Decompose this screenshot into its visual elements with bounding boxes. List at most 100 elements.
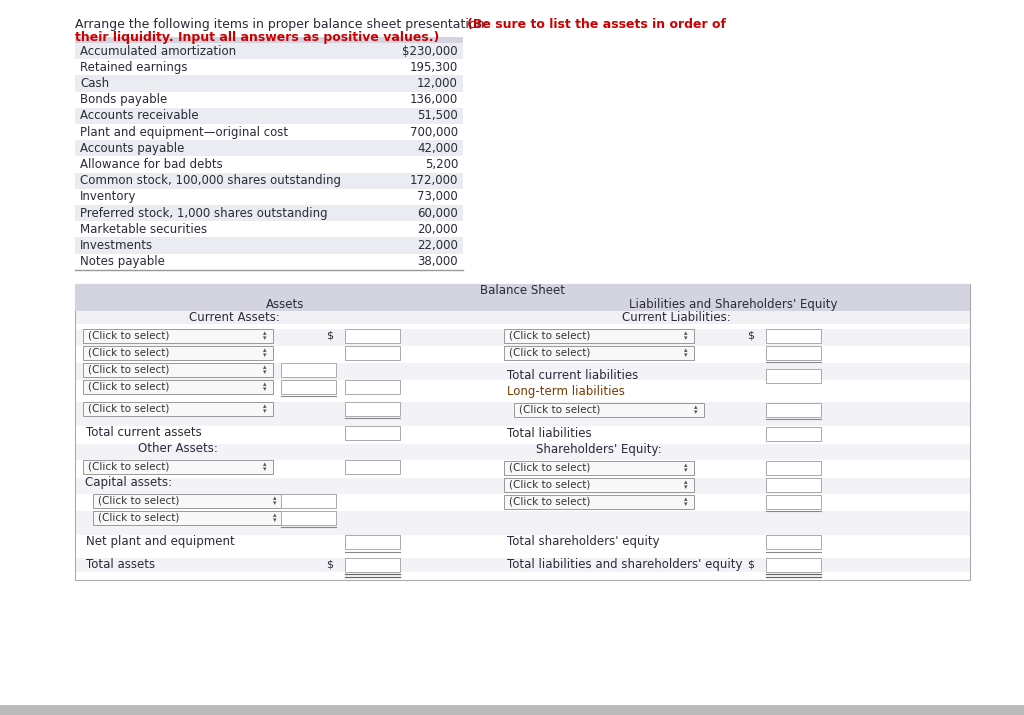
Bar	[75, 329, 970, 361]
Bar	[345, 346, 400, 360]
Bar	[345, 426, 400, 440]
Text: 73,000: 73,000	[417, 190, 458, 203]
Text: 20,000: 20,000	[417, 223, 458, 236]
Text: Plant and equipment—original cost: Plant and equipment—original cost	[80, 126, 288, 139]
Bar	[75, 189, 463, 205]
Text: Liabilities and Shareholders' Equity: Liabilities and Shareholders' Equity	[629, 298, 837, 311]
Bar	[766, 460, 820, 475]
Text: $: $	[281, 365, 288, 375]
Text: 172,000: 172,000	[410, 174, 458, 187]
Bar	[75, 494, 970, 526]
Text: Capital assets:: Capital assets:	[85, 476, 172, 489]
Text: Investments: Investments	[80, 239, 154, 252]
Text: (Click to select): (Click to select)	[509, 497, 590, 507]
Bar	[75, 444, 970, 475]
Text: (Click to select): (Click to select)	[88, 347, 169, 358]
Bar	[766, 427, 820, 441]
Bar	[281, 494, 336, 508]
Text: 12,000: 12,000	[417, 77, 458, 90]
Text: ▴
▾: ▴ ▾	[263, 461, 266, 473]
Bar	[75, 140, 463, 157]
Text: Accounts receivable: Accounts receivable	[80, 109, 199, 122]
Text: Allowance for bad debts: Allowance for bad debts	[80, 158, 223, 171]
Text: ▴
▾: ▴ ▾	[263, 347, 266, 358]
Bar	[281, 363, 336, 377]
Bar	[75, 460, 970, 493]
Text: 51,500: 51,500	[417, 109, 458, 122]
Text: 195,300: 195,300	[410, 61, 458, 74]
Bar	[281, 511, 336, 525]
FancyBboxPatch shape	[504, 495, 693, 509]
Text: ▴
▾: ▴ ▾	[684, 496, 687, 508]
Bar	[345, 380, 400, 394]
Text: $: $	[326, 331, 333, 341]
FancyBboxPatch shape	[83, 346, 273, 360]
FancyBboxPatch shape	[83, 329, 273, 342]
Text: Notes payable: Notes payable	[80, 255, 165, 268]
Bar	[345, 460, 400, 474]
Text: (Click to select): (Click to select)	[509, 480, 590, 490]
Text: Total current liabilities: Total current liabilities	[507, 370, 638, 383]
Bar	[75, 75, 463, 92]
Text: Accumulated amortization: Accumulated amortization	[80, 44, 237, 58]
Bar	[75, 37, 463, 43]
Text: ▴
▾: ▴ ▾	[263, 381, 266, 393]
Text: (Click to select): (Click to select)	[88, 331, 169, 341]
Text: 22,000: 22,000	[417, 239, 458, 252]
Text: 38,000: 38,000	[418, 255, 458, 268]
Text: Assets: Assets	[266, 298, 304, 311]
Text: (Click to select): (Click to select)	[509, 347, 590, 358]
Text: 5,200: 5,200	[425, 158, 458, 171]
Bar	[75, 558, 970, 572]
Text: their liquidity. Input all answers as positive values.): their liquidity. Input all answers as po…	[75, 31, 439, 44]
Text: 136,000: 136,000	[410, 93, 458, 107]
Bar	[0, 705, 1024, 715]
Text: ▴
▾: ▴ ▾	[273, 495, 276, 506]
FancyBboxPatch shape	[514, 403, 703, 417]
Text: Marketable securities: Marketable securities	[80, 223, 207, 236]
Text: Arrange the following items in proper balance sheet presentation:: Arrange the following items in proper ba…	[75, 18, 493, 31]
Bar	[75, 511, 970, 550]
Text: ▴
▾: ▴ ▾	[684, 479, 687, 490]
Text: Long-term liabilities: Long-term liabilities	[507, 385, 625, 398]
Text: (Click to select): (Click to select)	[98, 495, 179, 506]
Bar	[75, 284, 970, 580]
Text: Total current assets: Total current assets	[86, 426, 202, 439]
Bar	[75, 254, 463, 270]
Bar	[75, 172, 463, 189]
Bar	[75, 157, 463, 172]
Bar	[75, 124, 463, 140]
Text: (Click to select): (Click to select)	[509, 463, 590, 473]
Text: Other Assets:: Other Assets:	[138, 443, 218, 455]
Text: Current Liabilities:: Current Liabilities:	[622, 311, 730, 324]
Text: Shareholders' Equity:: Shareholders' Equity:	[536, 443, 662, 456]
Text: Total liabilities: Total liabilities	[507, 428, 591, 440]
Bar	[766, 403, 820, 417]
Text: (Click to select): (Click to select)	[98, 513, 179, 523]
Bar	[766, 558, 820, 572]
FancyBboxPatch shape	[83, 460, 273, 474]
Text: Bonds payable: Bonds payable	[80, 93, 167, 107]
Text: Current Assets:: Current Assets:	[189, 311, 281, 324]
FancyBboxPatch shape	[93, 511, 283, 525]
Text: Inventory: Inventory	[80, 190, 136, 203]
Text: $: $	[746, 560, 754, 570]
Text: Balance Sheet: Balance Sheet	[480, 285, 565, 297]
Text: Total shareholders' equity: Total shareholders' equity	[507, 536, 659, 548]
Bar	[766, 495, 820, 509]
Text: Cash: Cash	[80, 77, 110, 90]
Text: $: $	[326, 560, 333, 570]
Bar	[766, 478, 820, 492]
FancyBboxPatch shape	[504, 460, 693, 475]
Bar	[75, 426, 970, 459]
Text: 700,000: 700,000	[410, 126, 458, 139]
Text: Net plant and equipment: Net plant and equipment	[86, 536, 234, 548]
Bar	[75, 92, 463, 108]
Text: 42,000: 42,000	[417, 142, 458, 155]
Text: ▴
▾: ▴ ▾	[263, 365, 266, 375]
Text: ▴
▾: ▴ ▾	[263, 330, 266, 341]
Text: ▴
▾: ▴ ▾	[684, 330, 687, 341]
FancyBboxPatch shape	[504, 329, 693, 342]
Bar	[75, 402, 970, 441]
Bar	[75, 59, 463, 75]
